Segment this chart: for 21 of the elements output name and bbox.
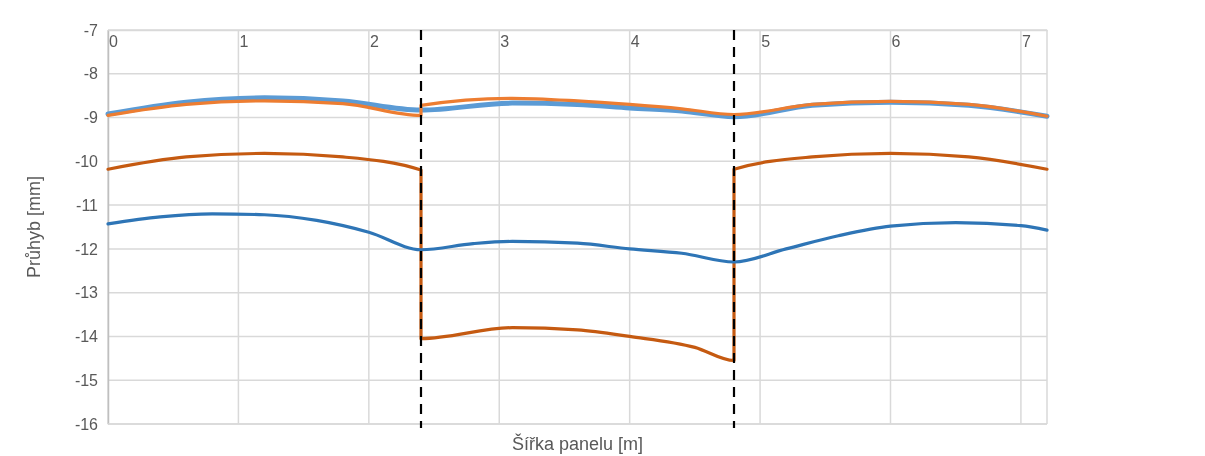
x-axis-title: Šířka panelu [m] bbox=[511, 433, 644, 454]
x-tick-label: 3 bbox=[500, 33, 510, 51]
y-tick-label: -10 bbox=[74, 152, 99, 170]
x-tick-label: 2 bbox=[369, 33, 379, 51]
x-tick-label: 0 bbox=[109, 33, 119, 51]
y-tick-label: -14 bbox=[74, 328, 99, 346]
y-tick-label: -15 bbox=[74, 371, 99, 389]
x-tick-label: 7 bbox=[1021, 33, 1031, 51]
y-tick-label: -7 bbox=[83, 21, 99, 39]
y-tick-label: -11 bbox=[76, 196, 99, 214]
x-tick-label: 1 bbox=[239, 33, 249, 51]
y-tick-label: -13 bbox=[74, 284, 99, 302]
y-tick-label: -16 bbox=[74, 415, 99, 433]
y-tick-label: -9 bbox=[83, 109, 99, 127]
y-tick-label: -8 bbox=[83, 65, 99, 83]
x-tick-label: 4 bbox=[630, 33, 640, 51]
y-tick-label: -12 bbox=[74, 240, 99, 258]
y-axis-title: Průhyb [mm] bbox=[24, 175, 44, 279]
x-tick-label: 6 bbox=[891, 33, 901, 51]
x-tick-label: 5 bbox=[761, 33, 771, 51]
line-series bbox=[106, 212, 1049, 264]
